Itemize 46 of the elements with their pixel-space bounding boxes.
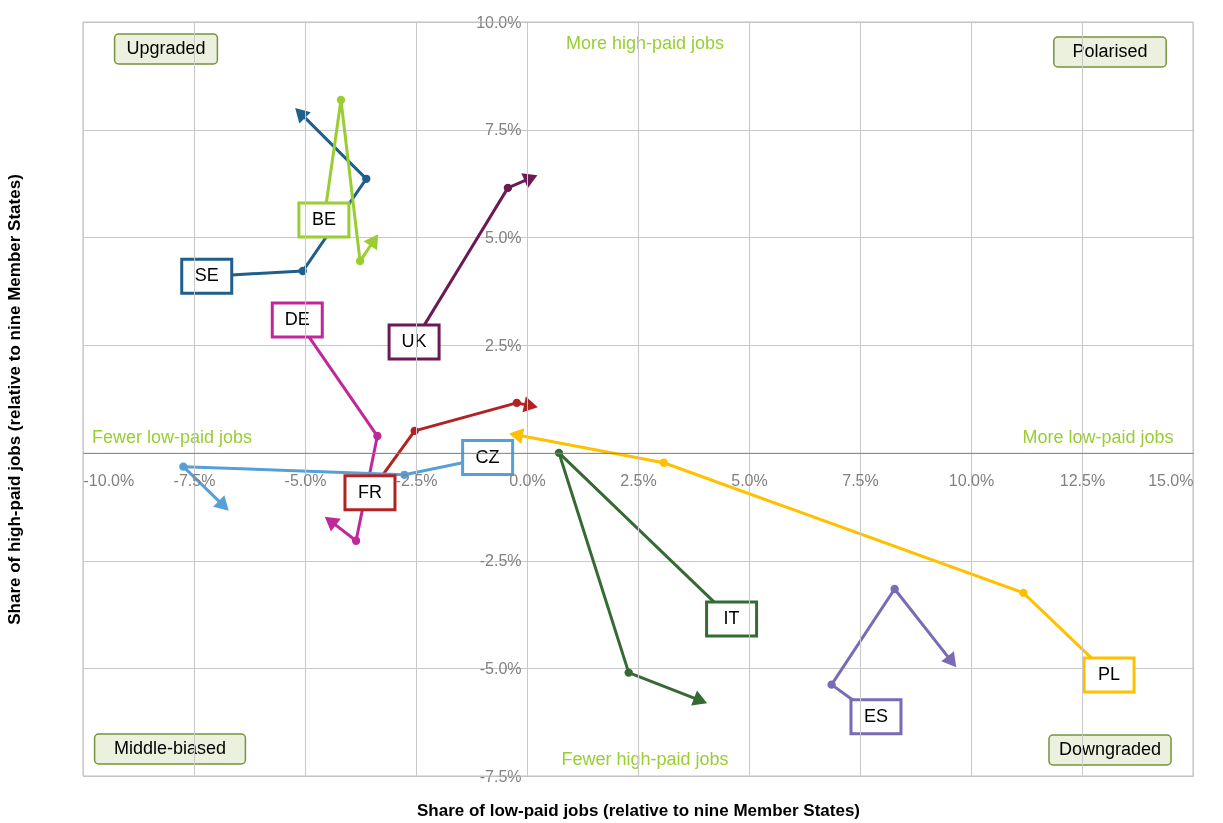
point [659,458,668,467]
annotation: Polarised [1072,41,1148,61]
y-tick-label: 2.5% [485,336,522,354]
x-tick-label: 12.5% [1059,472,1106,490]
x-tick-label: 10.0% [948,472,995,490]
y-axis-title: Share of high-paid jobs (relative to nine Member States) [4,174,24,625]
point [179,462,188,471]
series-label: PL [1098,663,1121,684]
annotation: More low-paid jobs [1022,426,1174,447]
series-label: BE [311,208,336,229]
series-label: IT [723,607,740,628]
y-tick-label: -7.5% [479,767,522,785]
point [362,174,371,184]
y-tick-label: 5.0% [485,228,522,246]
point [890,584,899,594]
point [373,431,382,441]
point [624,668,633,677]
series-label: ES [863,705,888,726]
y-tick-label: -5.0% [479,659,522,677]
x-tick-label: 15.0% [1148,472,1194,490]
x-tick-label: 0.0% [509,472,546,490]
series-label: FR [357,481,382,502]
point [351,536,361,545]
y-tick-label: 10.0% [476,13,522,31]
annotation: More high-paid jobs [565,33,725,53]
point [1019,588,1028,598]
x-tick-label: -5.0% [284,472,327,490]
annotation: Fewer low-paid jobs [91,426,253,447]
series-label: CZ [475,446,500,467]
x-tick-label: -10.0% [83,472,135,490]
annotation: Middle-biased [113,738,227,758]
point [827,680,836,689]
series-label: DE [284,308,310,329]
x-tick-label: 2.5% [620,472,657,490]
point [503,183,513,193]
x-tick-label: 5.0% [731,472,768,490]
x-tick-label: 7.5% [842,472,879,490]
annotation: Downgraded [1058,739,1162,759]
x-axis-title: Share of low-paid jobs (relative to nine Member States) [416,800,861,820]
point [336,95,346,105]
annotation: Upgraded [126,38,206,58]
point [355,256,365,266]
point [512,398,521,408]
y-tick-label: 7.5% [485,121,522,139]
y-tick-label: -2.5% [479,552,522,570]
series-label: SE [194,265,219,286]
